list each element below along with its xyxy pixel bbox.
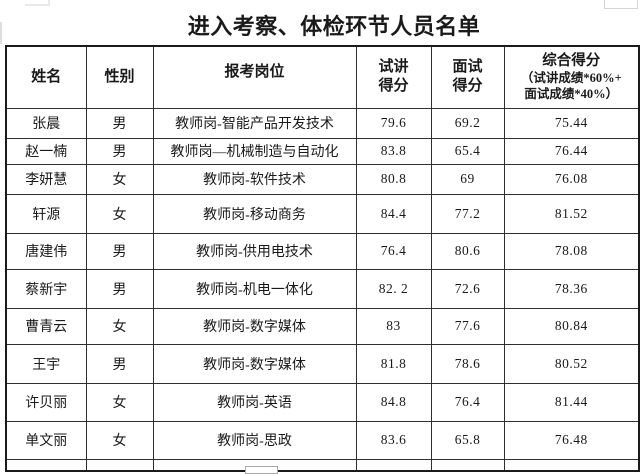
header-lecture-line2: 得分: [378, 78, 409, 95]
screenshot-artifact-left-edge: [0, 22, 2, 44]
cell-name: 许贝丽: [5, 382, 87, 422]
cell-composite-score: 75.44: [503, 107, 640, 139]
table-row: 曹青云 女 教师岗-数字媒体 83 77.6 80.84: [5, 307, 640, 345]
header-position: 报考岗位: [152, 45, 357, 109]
table-body: 张晨 男 教师岗-智能产品开发技术 79.6 69.2 75.44 赵一楠 男 …: [5, 107, 640, 472]
screenshot-artifact-top-right: [604, 0, 638, 9]
table-row: 张晨 男 教师岗-智能产品开发技术 79.6 69.2 75.44: [5, 107, 640, 139]
cell-gender: 男: [85, 343, 154, 384]
cell-lecture-score: 81.8: [355, 343, 432, 384]
cell-gender: 女: [85, 163, 154, 195]
cell-interview-score: 65.8: [430, 420, 505, 460]
cell-gender: 女: [85, 382, 154, 422]
cell-position: 教师岗-数字媒体: [152, 307, 357, 345]
cell-name: 赵一楠: [5, 137, 87, 165]
cell-position: 教师岗-移动商务: [152, 193, 357, 234]
table-row: 王宇 男 教师岗-数字媒体 81.8 78.6 80.52: [5, 343, 640, 384]
cell-name: 单文丽: [5, 420, 87, 460]
cell-name: 蔡新宇: [5, 268, 87, 309]
cell-composite-score: 81.44: [503, 382, 640, 422]
screenshot-artifact-top-left: [25, 0, 50, 6]
cell-interview-score: 72.6: [430, 268, 505, 309]
table-row: 轩源 女 教师岗-移动商务 84.4 77.2 81.52: [5, 193, 640, 234]
cell-composite-score: 78.36: [503, 268, 640, 309]
cell-gender: 男: [85, 107, 154, 139]
table-row: 蔡新宇 男 教师岗-机电一体化 82. 2 72.6 78.36: [5, 268, 640, 309]
cell-lecture-score: 84.8: [355, 382, 432, 422]
cell-gender: 女: [85, 193, 154, 234]
cell-position: 教师岗-机电一体化: [152, 268, 357, 309]
cell-position: 教师岗-供用电技术: [152, 232, 357, 270]
header-interview-line1: 面试: [452, 58, 483, 75]
cell-position: 教师岗-数字媒体: [152, 343, 357, 384]
cell-composite-score: 76.44: [503, 137, 640, 165]
cell-composite-score: 76.48: [503, 420, 640, 460]
cell-name: 李妍慧: [5, 163, 87, 195]
cell-position: 教师岗-智能产品开发技术: [152, 107, 357, 139]
header-gender: 性别: [85, 45, 154, 109]
table-row-empty: [5, 458, 640, 472]
cell-lecture-score: 82. 2: [355, 268, 432, 309]
cell-lecture-score: 83.8: [355, 137, 432, 165]
header-composite-line3: 面试成绩*40%）: [524, 87, 619, 102]
table-header: 姓名 性别 报考岗位 试讲 得分 面试 得分 综合得分 （试讲成绩*60%+ 面…: [5, 45, 640, 109]
cell-interview-score: 77.6: [430, 307, 505, 345]
cell-name: 王宇: [5, 343, 87, 384]
cell-position: 教师岗-思政: [152, 420, 357, 460]
cell-composite-score: 81.52: [503, 193, 640, 234]
header-lecture-line1: 试讲: [378, 58, 409, 75]
cell-lecture-score: 80.8: [355, 163, 432, 195]
header-interview-line2: 得分: [452, 78, 483, 95]
cell-gender: 男: [85, 232, 154, 270]
cell-interview-score: 69.2: [430, 107, 505, 139]
cell-position: 教师岗-软件技术: [152, 163, 357, 195]
cell-interview-score: 65.4: [430, 137, 505, 165]
cell-lecture-score: 79.6: [355, 107, 432, 139]
cell-composite-score: 78.08: [503, 232, 640, 270]
cell-composite-score: 80.84: [503, 307, 640, 345]
table-row: 赵一楠 男 教师岗—机械制造与自动化 83.8 65.4 76.44: [5, 137, 640, 165]
cell-lecture-score: 83: [355, 307, 432, 345]
cell-interview-score: 76.4: [430, 382, 505, 422]
header-composite-line2: （试讲成绩*60%+: [520, 71, 622, 86]
header-composite-score: 综合得分 （试讲成绩*60%+ 面试成绩*40%）: [503, 45, 640, 109]
cell-position: 教师岗—机械制造与自动化: [152, 137, 357, 165]
table-row: 李妍慧 女 教师岗-软件技术 80.8 69 76.08: [5, 163, 640, 195]
header-lecture-score: 试讲 得分: [355, 45, 432, 109]
cell-lecture-score: 83.6: [355, 420, 432, 460]
cell-name: 张晨: [5, 107, 87, 139]
header-composite-line1: 综合得分: [542, 52, 601, 69]
cell-lecture-score: 76.4: [355, 232, 432, 270]
cell-name: 曹青云: [5, 307, 87, 345]
header-row: 姓名 性别 报考岗位 试讲 得分 面试 得分 综合得分 （试讲成绩*60%+ 面…: [5, 45, 640, 109]
cell-gender: 女: [85, 307, 154, 345]
cell-interview-score: 69: [430, 163, 505, 195]
cell-interview-score: 78.6: [430, 343, 505, 384]
cell-interview-score: 80.6: [430, 232, 505, 270]
cell-gender: 男: [85, 137, 154, 165]
cell-position: 教师岗-英语: [152, 382, 357, 422]
cell-interview-score: 77.2: [430, 193, 505, 234]
table-row: 唐建伟 男 教师岗-供用电技术 76.4 80.6 78.08: [5, 232, 640, 270]
candidates-score-table: 姓名 性别 报考岗位 试讲 得分 面试 得分 综合得分 （试讲成绩*60%+ 面…: [5, 45, 640, 472]
cell-lecture-score: 84.4: [355, 193, 432, 234]
page-title: 进入考察、体检环节人员名单: [187, 14, 481, 39]
table-resize-handle: [245, 466, 278, 474]
cell-gender: 男: [85, 268, 154, 309]
cell-composite-score: 76.08: [503, 163, 640, 195]
header-interview-score: 面试 得分: [430, 45, 505, 109]
cell-gender: 女: [85, 420, 154, 460]
table-row: 许贝丽 女 教师岗-英语 84.8 76.4 81.44: [5, 382, 640, 422]
cell-composite-score: 80.52: [503, 343, 640, 384]
header-name: 姓名: [5, 45, 87, 109]
cell-name: 唐建伟: [5, 232, 87, 270]
table-row: 单文丽 女 教师岗-思政 83.6 65.8 76.48: [5, 420, 640, 460]
cell-name: 轩源: [5, 193, 87, 234]
